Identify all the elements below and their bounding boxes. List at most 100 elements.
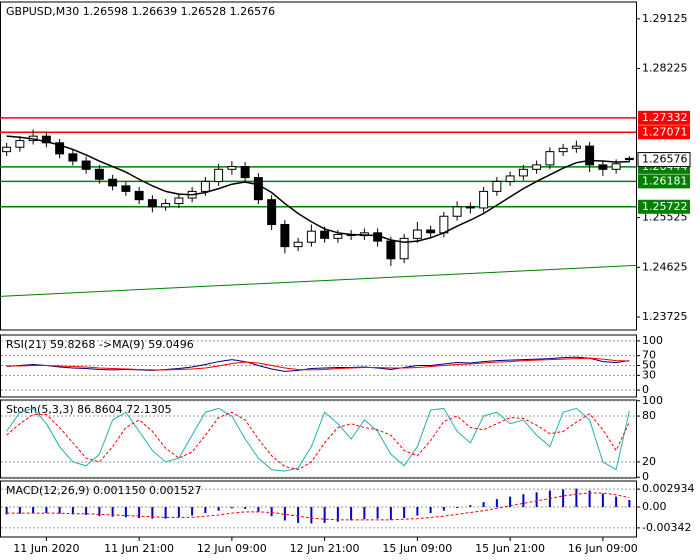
histogram-bar bbox=[124, 507, 127, 518]
y-tick-label: 0.00 bbox=[642, 500, 667, 513]
indicator-line bbox=[6, 411, 630, 471]
candle-body bbox=[492, 180, 502, 192]
histogram-bar bbox=[429, 507, 432, 514]
level-label: 1.25722 bbox=[642, 200, 688, 213]
level-label-box bbox=[638, 199, 690, 214]
histogram-bar bbox=[522, 494, 525, 508]
candle-body bbox=[611, 163, 621, 170]
candle-body bbox=[240, 166, 250, 179]
histogram-bar bbox=[509, 496, 512, 508]
histogram-bar bbox=[562, 489, 565, 508]
histogram-bar bbox=[138, 507, 141, 519]
candle-body bbox=[505, 175, 515, 182]
histogram-bar bbox=[257, 507, 260, 512]
y-tick-label: 1.28225 bbox=[642, 62, 688, 75]
y-tick-label: 1.24625 bbox=[642, 260, 688, 273]
histogram-bar bbox=[45, 507, 48, 514]
histogram-bar bbox=[376, 507, 379, 519]
candle-body bbox=[386, 240, 396, 260]
candle-body bbox=[161, 203, 171, 208]
y-tick-label: -0.00342 bbox=[642, 521, 691, 534]
y-tick-label: 1.29125 bbox=[642, 12, 688, 25]
candle-body bbox=[214, 168, 224, 182]
candle-body bbox=[465, 206, 475, 209]
level-label: 1.27071 bbox=[642, 125, 688, 138]
histogram-bar bbox=[230, 507, 233, 509]
panel-frame bbox=[0, 1, 637, 331]
candle-body bbox=[147, 199, 157, 208]
level-label-box bbox=[638, 174, 690, 189]
histogram-bar bbox=[244, 507, 247, 509]
y-tick-label: 0 bbox=[642, 470, 649, 483]
histogram-bar bbox=[58, 507, 61, 514]
candle-body bbox=[81, 160, 91, 170]
y-tick-label: 80 bbox=[642, 409, 656, 422]
histogram-bar bbox=[323, 507, 326, 523]
candle-body bbox=[94, 168, 104, 180]
trendline bbox=[0, 264, 637, 297]
y-tick-label: 0.002934 bbox=[642, 482, 695, 495]
histogram-bar bbox=[217, 507, 220, 511]
x-tick-label: 11 Jun 2020 bbox=[13, 542, 79, 555]
histogram-bar bbox=[535, 492, 538, 508]
candle-body bbox=[412, 229, 422, 239]
x-tick-label: 16 Jun 09:00 bbox=[568, 542, 638, 555]
histogram-bar bbox=[310, 507, 313, 524]
candle-body bbox=[399, 237, 409, 260]
candle-body bbox=[55, 142, 65, 155]
panel-title: MACD(12,26,9) 0.001150 0.001527 bbox=[6, 484, 202, 497]
histogram-bar bbox=[442, 507, 445, 511]
candle-body bbox=[558, 147, 568, 153]
level-label: 1.26181 bbox=[642, 174, 688, 187]
histogram-bar bbox=[164, 507, 167, 519]
y-tick-label: 0 bbox=[642, 383, 649, 396]
candle-body bbox=[585, 145, 595, 166]
candle-body bbox=[306, 230, 316, 243]
histogram-bar bbox=[191, 507, 194, 516]
histogram-bar bbox=[363, 507, 366, 520]
candle-body bbox=[200, 180, 210, 192]
histogram-bar bbox=[575, 488, 578, 508]
histogram-bar bbox=[469, 505, 472, 508]
histogram-bar bbox=[283, 507, 286, 521]
candle-body bbox=[2, 146, 12, 153]
candle-body bbox=[532, 164, 542, 170]
panel-title: RSI(21) 59.8268 ->MA(9) 59.0496 bbox=[6, 338, 194, 351]
histogram-bar bbox=[177, 507, 180, 518]
histogram-bar bbox=[204, 507, 207, 514]
y-tick-label: 1.23725 bbox=[642, 310, 688, 323]
candle-body bbox=[267, 199, 277, 226]
histogram-bar bbox=[482, 502, 485, 508]
candle-body bbox=[571, 145, 581, 149]
x-tick-label: 15 Jun 09:00 bbox=[382, 542, 452, 555]
candle-body bbox=[68, 153, 78, 162]
candle-body bbox=[518, 168, 528, 177]
candle-body bbox=[426, 229, 436, 234]
price-label-box bbox=[637, 152, 691, 168]
x-tick-label: 12 Jun 21:00 bbox=[290, 542, 360, 555]
indicator-line bbox=[6, 357, 630, 371]
x-tick-label: 11 Jun 21:00 bbox=[104, 542, 174, 555]
histogram-bar bbox=[336, 507, 339, 522]
candle-body bbox=[134, 190, 144, 201]
candle-body bbox=[41, 135, 51, 144]
histogram-bar bbox=[297, 507, 300, 523]
histogram-bar bbox=[85, 507, 88, 515]
histogram-bar bbox=[416, 507, 419, 516]
panel-title: Stoch(5,3,3) 86.8604 72.1305 bbox=[6, 403, 172, 416]
y-tick-label: 100 bbox=[642, 334, 663, 347]
histogram-bar bbox=[270, 507, 273, 517]
candle-body bbox=[108, 178, 118, 187]
candle-body bbox=[121, 185, 131, 192]
candle-body bbox=[15, 140, 25, 148]
histogram-bar bbox=[403, 507, 406, 519]
histogram-bar bbox=[601, 493, 604, 508]
histogram-bar bbox=[18, 507, 21, 514]
candle-body bbox=[293, 241, 303, 248]
y-tick-label: 100 bbox=[642, 394, 663, 407]
panel-frame bbox=[0, 399, 637, 479]
y-tick-label: 30 bbox=[642, 368, 656, 381]
histogram-bar bbox=[111, 507, 114, 517]
histogram-bar bbox=[456, 507, 459, 509]
